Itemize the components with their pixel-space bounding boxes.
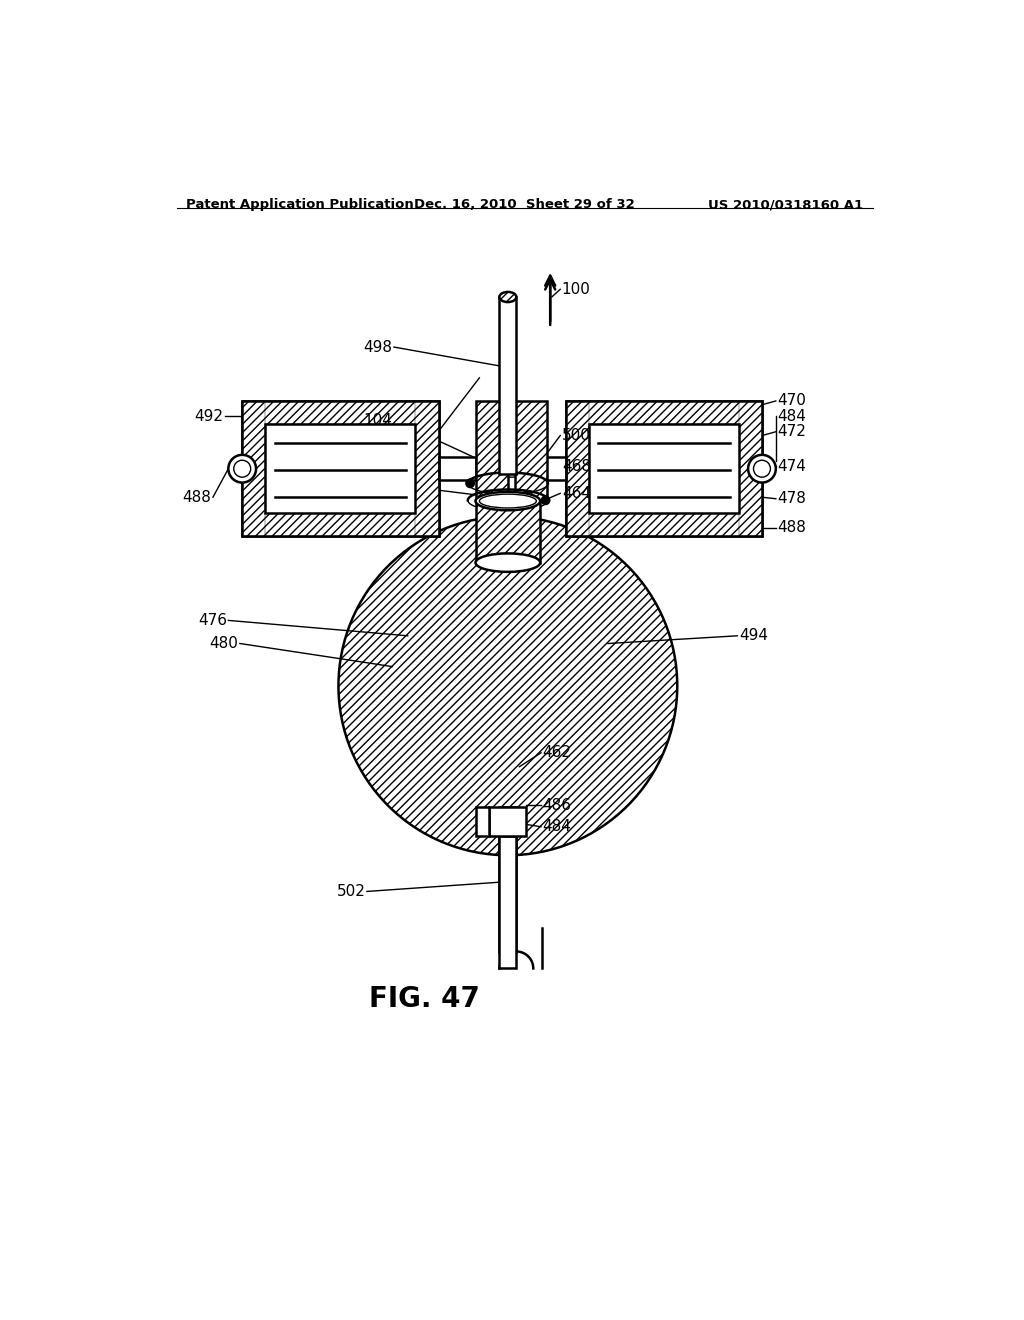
Text: 484: 484 xyxy=(777,409,806,424)
Bar xyxy=(589,424,739,512)
Text: 476: 476 xyxy=(198,612,226,628)
Text: 480: 480 xyxy=(210,636,239,651)
Text: 472: 472 xyxy=(777,424,806,440)
Text: 464: 464 xyxy=(562,486,591,500)
Text: 478: 478 xyxy=(777,491,806,507)
Bar xyxy=(515,401,547,502)
Bar xyxy=(475,502,541,562)
Text: 468: 468 xyxy=(562,459,591,474)
Text: 470: 470 xyxy=(777,393,806,408)
Bar xyxy=(541,457,565,480)
Bar xyxy=(475,401,508,502)
Text: 494: 494 xyxy=(739,628,768,643)
Bar xyxy=(500,297,516,474)
Circle shape xyxy=(542,496,550,504)
Circle shape xyxy=(233,461,251,478)
Bar xyxy=(565,512,762,536)
Text: 496: 496 xyxy=(340,474,370,490)
Bar xyxy=(500,829,516,952)
Bar xyxy=(489,807,526,836)
Bar xyxy=(265,424,416,512)
Text: 474: 474 xyxy=(777,459,806,474)
Circle shape xyxy=(754,461,770,478)
Circle shape xyxy=(749,455,776,483)
Text: US 2010/0318160 A1: US 2010/0318160 A1 xyxy=(709,198,863,211)
Text: 104: 104 xyxy=(364,413,392,428)
Text: 502: 502 xyxy=(337,884,366,899)
Text: 100: 100 xyxy=(562,281,591,297)
Bar xyxy=(565,401,762,536)
Text: 486: 486 xyxy=(543,797,571,813)
Circle shape xyxy=(228,455,256,483)
Bar xyxy=(243,401,438,424)
Bar xyxy=(475,807,489,836)
Bar xyxy=(243,401,265,536)
Bar xyxy=(515,401,547,502)
Bar xyxy=(565,401,762,536)
Text: Patent Application Publication: Patent Application Publication xyxy=(186,198,414,211)
Bar xyxy=(500,836,516,969)
Bar xyxy=(500,807,516,829)
Text: 488: 488 xyxy=(182,490,211,504)
Text: 498: 498 xyxy=(364,339,392,355)
Text: 462: 462 xyxy=(543,746,571,760)
Bar xyxy=(475,502,541,562)
Bar xyxy=(243,401,438,536)
Text: FIG. 47: FIG. 47 xyxy=(370,985,480,1014)
Text: 490: 490 xyxy=(352,498,381,512)
Text: 500: 500 xyxy=(562,428,591,444)
Bar xyxy=(565,401,762,424)
Text: 492: 492 xyxy=(194,409,223,424)
Bar xyxy=(739,401,762,536)
Bar xyxy=(438,457,475,480)
Ellipse shape xyxy=(475,492,541,511)
Bar xyxy=(565,401,589,536)
Bar xyxy=(243,401,438,536)
Ellipse shape xyxy=(500,292,516,302)
Text: 484: 484 xyxy=(543,820,571,834)
Circle shape xyxy=(339,516,677,855)
Bar xyxy=(416,401,438,536)
Bar xyxy=(475,401,508,502)
Text: 466: 466 xyxy=(351,444,381,458)
Text: Dec. 16, 2010  Sheet 29 of 32: Dec. 16, 2010 Sheet 29 of 32 xyxy=(415,198,635,211)
Bar xyxy=(243,512,438,536)
Ellipse shape xyxy=(475,553,541,572)
Text: 488: 488 xyxy=(777,520,806,536)
Circle shape xyxy=(466,479,474,487)
